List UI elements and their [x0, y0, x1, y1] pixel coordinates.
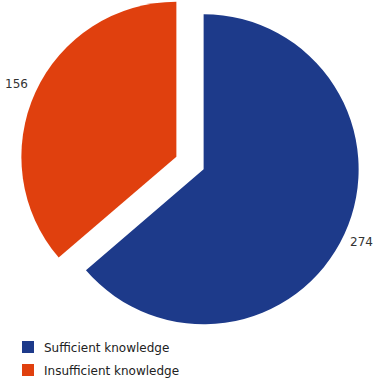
- slices: [21, 2, 358, 325]
- legend-swatch: [22, 341, 34, 353]
- legend-label: Insufficient knowledge: [44, 364, 179, 378]
- data-label: 156: [5, 77, 28, 91]
- legend-label: Sufficient knowledge: [44, 341, 169, 355]
- legend-swatch: [22, 364, 34, 376]
- data-label: 274: [350, 235, 373, 249]
- legend: Sufficient knowledge Insufficient knowled…: [22, 341, 179, 378]
- slice: [21, 2, 176, 258]
- data-labels: 274 156: [5, 77, 373, 248]
- chart: 274 156 Sufficient knowledge Insufficient k…: [0, 0, 377, 380]
